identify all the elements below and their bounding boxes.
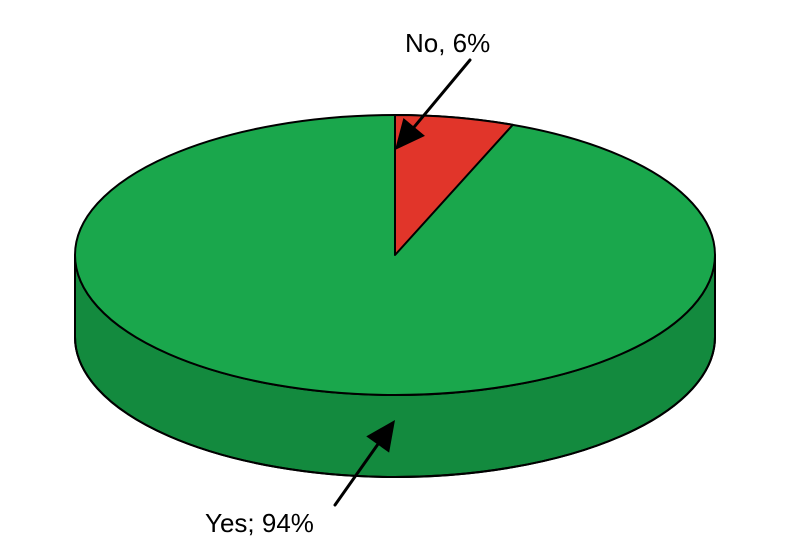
chart-stage: No, 6% Yes; 94% xyxy=(0,0,800,554)
pie-chart-3d xyxy=(0,0,800,554)
slice-label-yes: Yes; 94% xyxy=(205,510,314,536)
slice-label-no: No, 6% xyxy=(405,30,490,56)
